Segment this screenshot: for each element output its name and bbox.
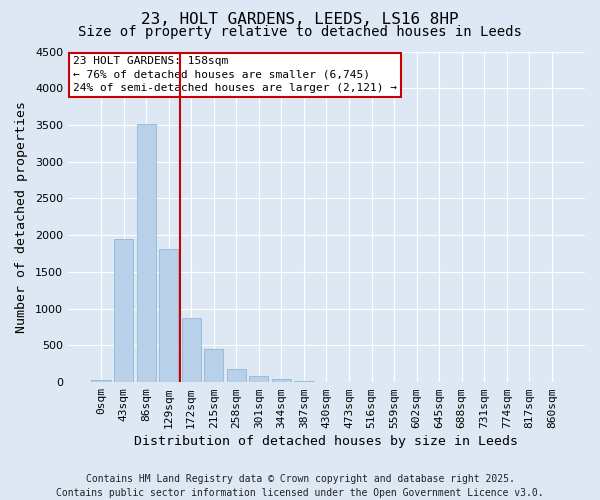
Bar xyxy=(204,349,223,382)
Bar xyxy=(137,124,155,382)
Text: 23, HOLT GARDENS, LEEDS, LS16 8HP: 23, HOLT GARDENS, LEEDS, LS16 8HP xyxy=(141,12,459,28)
Bar xyxy=(272,380,291,382)
Text: 23 HOLT GARDENS: 158sqm
← 76% of detached houses are smaller (6,745)
24% of semi: 23 HOLT GARDENS: 158sqm ← 76% of detache… xyxy=(73,56,397,93)
Bar xyxy=(182,318,201,382)
Y-axis label: Number of detached properties: Number of detached properties xyxy=(15,101,28,333)
Bar xyxy=(114,239,133,382)
Bar xyxy=(227,370,246,382)
Bar xyxy=(159,249,178,382)
Bar xyxy=(91,380,110,382)
X-axis label: Distribution of detached houses by size in Leeds: Distribution of detached houses by size … xyxy=(134,434,518,448)
Bar xyxy=(249,376,268,382)
Text: Size of property relative to detached houses in Leeds: Size of property relative to detached ho… xyxy=(78,25,522,39)
Text: Contains HM Land Registry data © Crown copyright and database right 2025.
Contai: Contains HM Land Registry data © Crown c… xyxy=(56,474,544,498)
